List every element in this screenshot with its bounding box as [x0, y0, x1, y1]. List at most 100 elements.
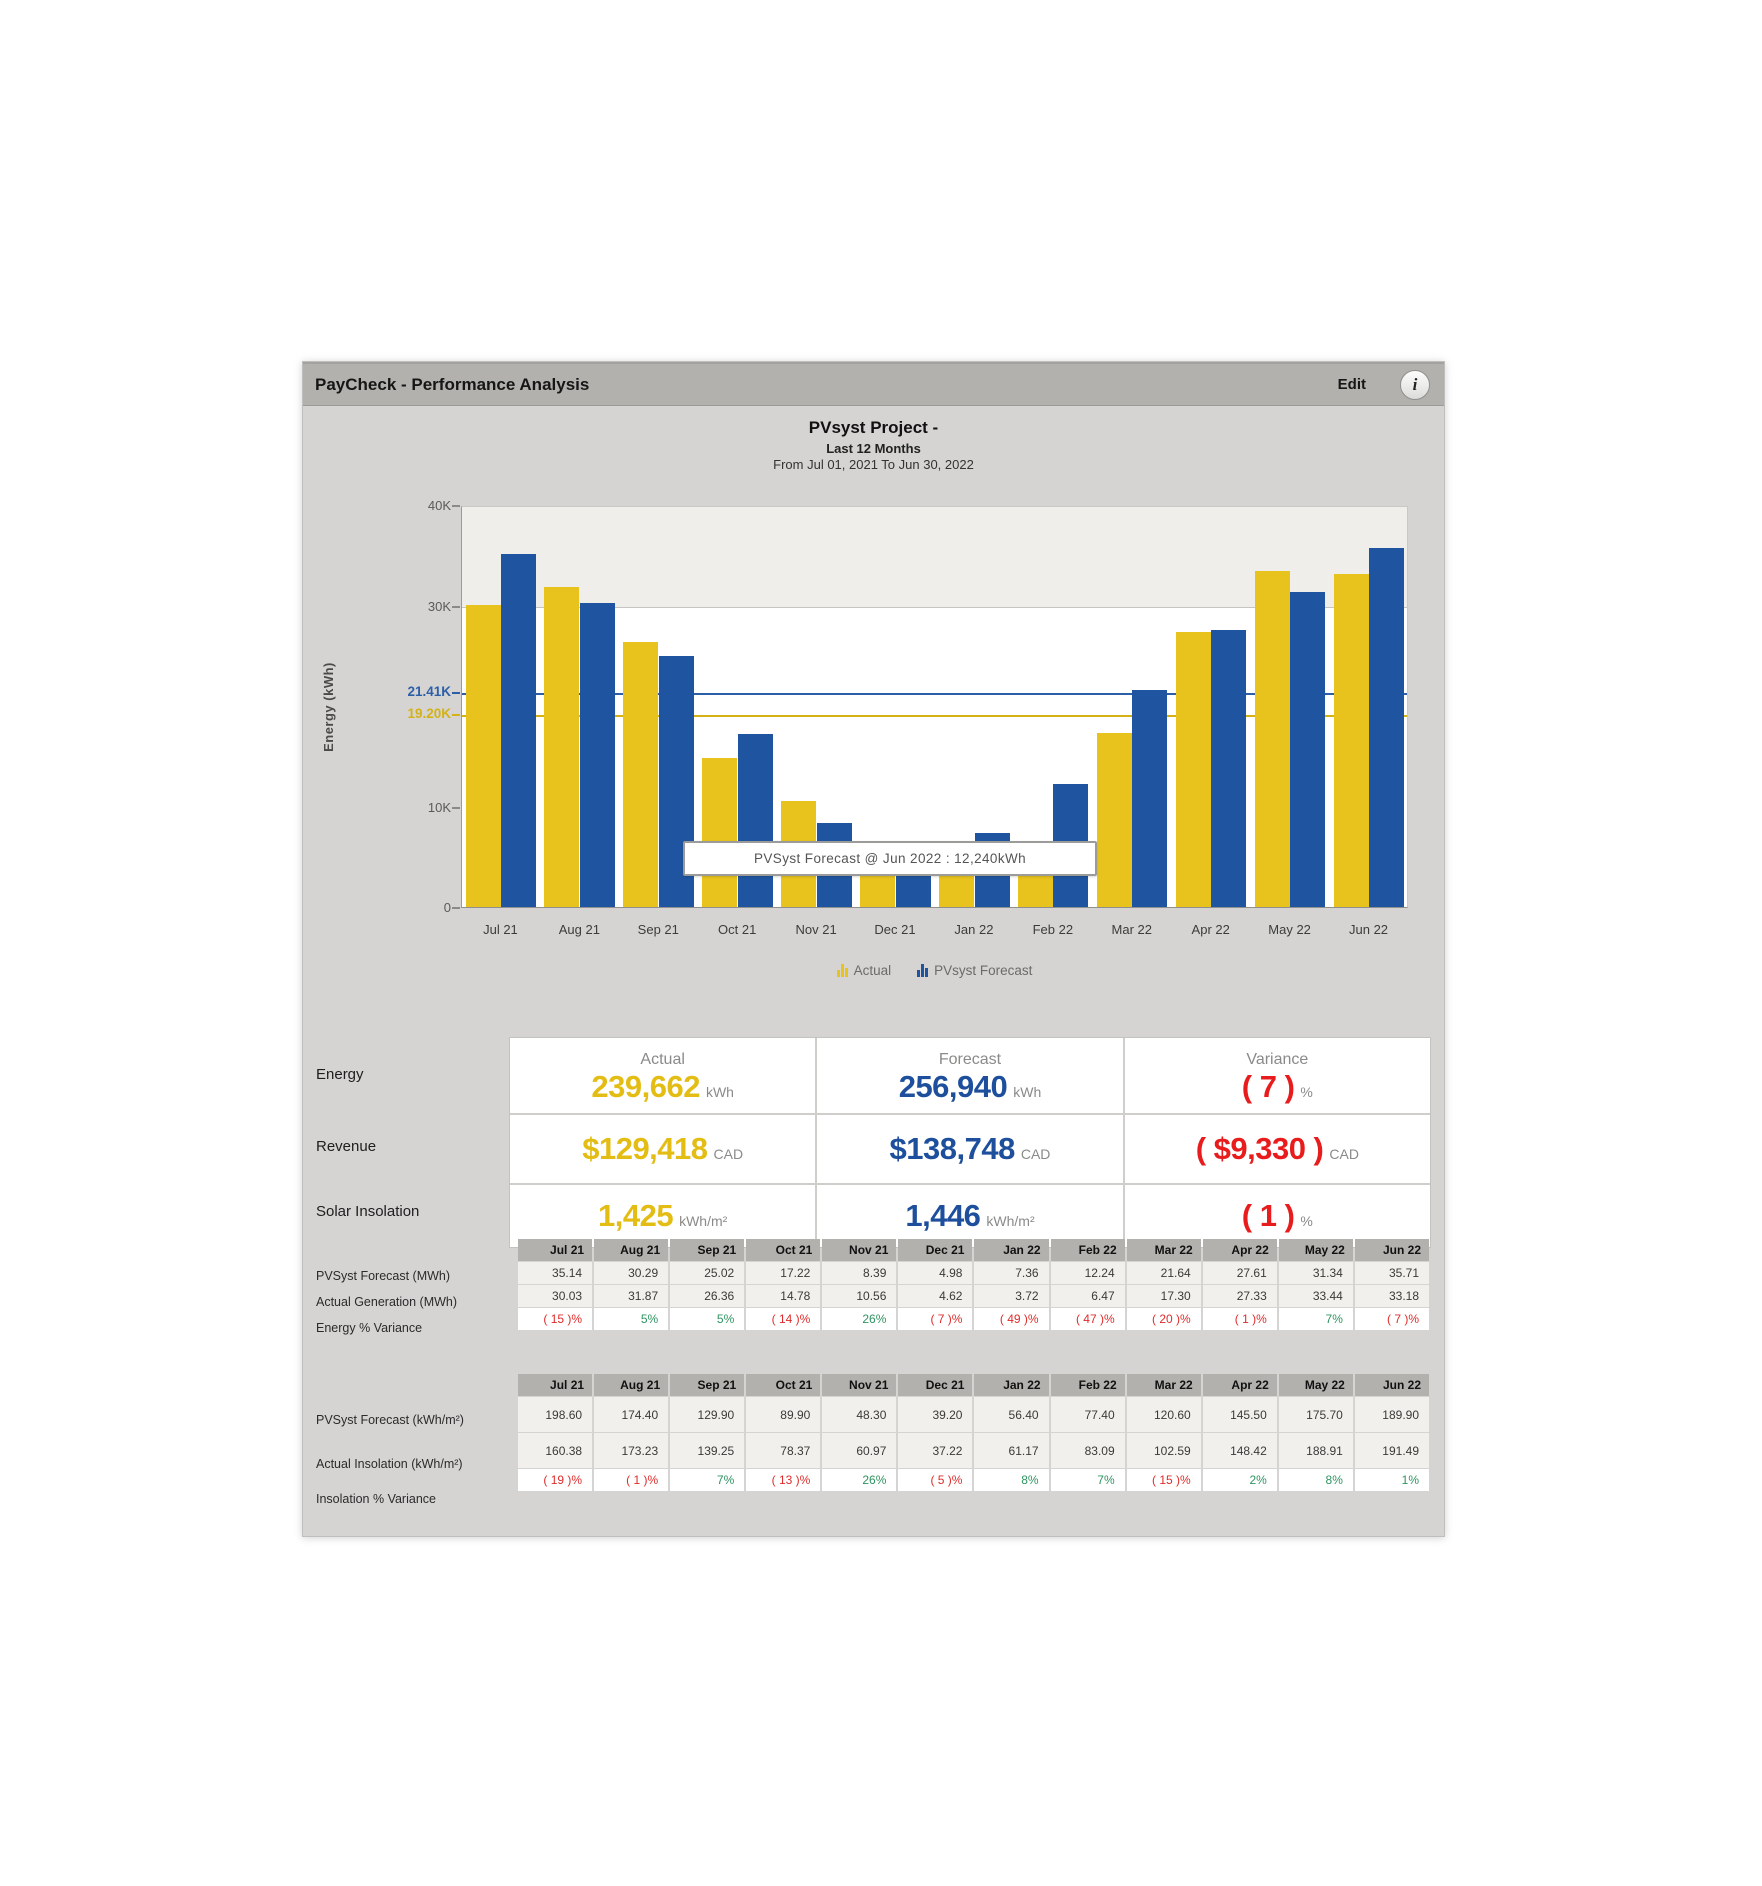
label-spacer: [316, 1238, 506, 1264]
legend-item-pvsyst-forecast[interactable]: PVsyst Forecast: [917, 962, 1032, 978]
summary-value: 1,446: [905, 1198, 981, 1233]
bar-actual[interactable]: [1175, 632, 1211, 907]
table-cell: 2%: [1202, 1469, 1277, 1491]
reference-tick-mark: [452, 691, 460, 694]
bar-actual[interactable]: [544, 586, 580, 907]
y-tick-label: 10K: [427, 799, 451, 815]
table-row-label: Actual Generation (MWh): [316, 1295, 458, 1310]
table-cell: ( 47 )%: [1050, 1308, 1125, 1330]
summary-table: Actual 239,662 kWh Forecast 256,940 kWh Varian…: [509, 1037, 1431, 1248]
month-header: Jul 21: [518, 1374, 593, 1396]
table-row-label: Actual Insolation (kWh/m²): [316, 1457, 463, 1472]
chart-subtitle: Last 12 Months: [826, 441, 921, 456]
edit-button[interactable]: Edit: [1337, 376, 1366, 393]
table-cell: ( 15 )%: [518, 1308, 593, 1330]
month-header: May 22: [1278, 1239, 1353, 1261]
month-header: Jun 22: [1354, 1374, 1429, 1396]
summary-value-line: 256,940 kWh: [817, 1069, 1122, 1105]
month-header: Mar 22: [1126, 1374, 1201, 1396]
bar-pvsyst-forecast[interactable]: [1132, 689, 1168, 907]
summary-unit: CAD: [1020, 1146, 1051, 1162]
y-tick-mark: [452, 505, 460, 507]
table-cell: 1%: [1354, 1469, 1429, 1491]
table-cell: 12.24: [1050, 1262, 1125, 1284]
table-cell: 191.49: [1354, 1433, 1429, 1468]
summary-value: ( 1 ): [1241, 1198, 1295, 1233]
table-header-row: Jul 21 Aug 21 Sep 21 Oct 21 Nov 21 Dec 21 Jan …: [518, 1374, 1429, 1396]
month-header: Oct 21: [746, 1374, 821, 1396]
x-axis-label: Sep 21: [637, 922, 679, 937]
summary-value: ( 7 ): [1241, 1068, 1295, 1104]
bar-actual[interactable]: [1254, 570, 1290, 907]
bar-pvsyst-forecast[interactable]: [501, 553, 536, 907]
summary-value: 239,662: [591, 1068, 700, 1104]
table-cell: ( 20 )%: [1126, 1308, 1201, 1330]
bar-group: [541, 507, 620, 907]
reference-line-label: 19.20K: [407, 706, 451, 722]
info-icon[interactable]: i: [1400, 369, 1430, 400]
month-header: Sep 21: [670, 1239, 745, 1261]
table-cell: ( 7 )%: [898, 1308, 973, 1330]
summary-cell-variance: ( 1 )%: [1124, 1185, 1430, 1247]
summary-value-line: 1,446 kWh/m²: [817, 1198, 1122, 1234]
table-cell: 7.36: [974, 1262, 1049, 1284]
x-axis-label: Jun 22: [1349, 922, 1389, 937]
y-tick-mark: [452, 605, 460, 608]
bar-group: [1330, 507, 1409, 907]
table-cell: 198.60: [518, 1397, 593, 1432]
table-cell: 56.40: [974, 1397, 1049, 1432]
table-cell: 31.87: [594, 1285, 669, 1307]
summary-unit: %: [1300, 1213, 1313, 1229]
table-cell: 89.90: [746, 1397, 821, 1432]
table-row: 35.14 30.29 25.02 17.22 8.39 4.98 7.36 12.24 21.…: [518, 1262, 1429, 1284]
summary-value: $129,418: [582, 1131, 708, 1166]
bar-group: [1172, 507, 1251, 907]
table-cell: 35.71: [1354, 1262, 1429, 1284]
bar-pvsyst-forecast[interactable]: [1211, 629, 1247, 907]
table-cell: 17.30: [1126, 1285, 1201, 1307]
summary-value-line: 239,662 kWh: [510, 1069, 815, 1105]
bar-actual[interactable]: [623, 642, 659, 907]
table-cell: ( 13 )%: [746, 1469, 821, 1491]
month-header: Jun 22: [1354, 1239, 1429, 1261]
table-cell: 35.14: [518, 1262, 593, 1284]
chart-header: PVsyst Project - Last 12 Months From Jul…: [303, 418, 1444, 472]
bar-actual[interactable]: [1096, 733, 1132, 907]
table-cell: 17.22: [746, 1262, 821, 1284]
table-cell: ( 15 )%: [1126, 1469, 1201, 1491]
bar-pvsyst-forecast[interactable]: [1290, 592, 1326, 907]
chart-tooltip: PVSyst Forecast @ Jun 2022 : 12,240kWh: [683, 841, 1097, 876]
table-cell: 160.38: [518, 1433, 593, 1468]
table-cell: 5%: [670, 1308, 745, 1330]
summary-value: 1,425: [598, 1198, 674, 1233]
legend-item-actual[interactable]: Actual: [836, 962, 891, 978]
plot-top-band: [462, 507, 1407, 608]
table-cell: ( 14 )%: [746, 1308, 821, 1330]
bar-pvsyst-forecast[interactable]: [579, 602, 615, 907]
summary-row-label: Revenue: [316, 1137, 377, 1155]
bar-actual[interactable]: [1333, 573, 1369, 907]
bar-actual[interactable]: [465, 605, 501, 907]
month-header: Aug 21: [594, 1239, 669, 1261]
table-cell: 31.34: [1278, 1262, 1353, 1284]
summary-unit: CAD: [1329, 1146, 1359, 1162]
bar-actual[interactable]: [702, 758, 738, 907]
table-cell: ( 1 )%: [1202, 1308, 1277, 1330]
summary-cell-forecast: 1,446 kWh/m²: [817, 1185, 1123, 1247]
table-cell: 30.03: [518, 1285, 593, 1307]
y-tick-mark: [452, 907, 460, 909]
bar-pvsyst-forecast[interactable]: [737, 733, 773, 907]
table-row-label: PVSyst Forecast (MWh): [316, 1269, 451, 1284]
summary-unit: %: [1300, 1083, 1313, 1100]
table-header-row: Jul 21 Aug 21 Sep 21 Oct 21 Nov 21 Dec 21 Jan …: [518, 1239, 1429, 1261]
table-cell: 60.97: [822, 1433, 897, 1468]
summary-column-header: Variance: [1246, 1050, 1309, 1068]
table-cell: 25.02: [670, 1262, 745, 1284]
x-axis-label: Aug 21: [558, 922, 600, 937]
month-header: Jan 22: [974, 1374, 1049, 1396]
table-cell: 14.78: [746, 1285, 821, 1307]
table-cell: 6.47: [1050, 1285, 1125, 1307]
bar-pvsyst-forecast[interactable]: [1369, 548, 1405, 907]
legend-bar-icon: [836, 963, 848, 977]
summary-value: $138,748: [889, 1131, 1016, 1166]
